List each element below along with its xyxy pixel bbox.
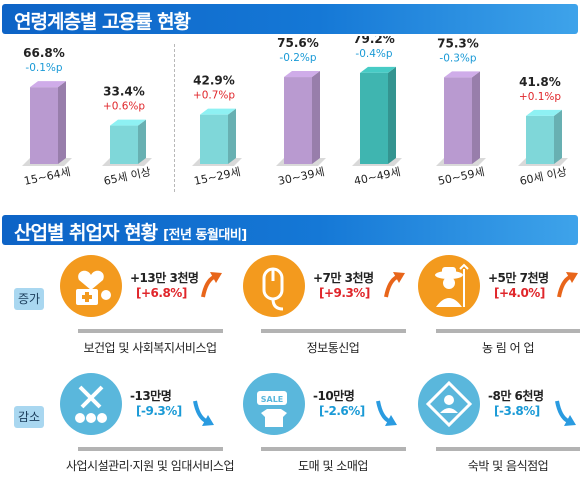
- up-arrow-icon: [201, 272, 222, 298]
- industry-change: +5만 7천명: [488, 271, 549, 285]
- industry-title-text: 산업별 취업자 현황: [14, 222, 158, 244]
- industry-name: 농 림 어 업: [481, 341, 535, 355]
- value-label-6: 41.8%: [519, 75, 561, 89]
- industry-header: 산업별 취업자 현황 [전년 동월대비]: [2, 215, 578, 245]
- group-divider: [174, 44, 175, 192]
- category-label-5: 50~59세: [437, 165, 486, 188]
- bar-top-3: [284, 71, 320, 78]
- bar-side-4: [388, 66, 396, 164]
- change-label-3: -0.2%p: [279, 52, 316, 64]
- industry-divider: [78, 329, 223, 333]
- change-label-5: -0.3%p: [439, 52, 476, 64]
- industry-divider: [78, 447, 223, 451]
- bar-3: [284, 77, 312, 164]
- value-label-5: 75.3%: [437, 36, 479, 50]
- industry-change: -8만 6천명: [488, 389, 544, 403]
- bar-4: [360, 72, 388, 164]
- industry-divider: [436, 447, 580, 451]
- sale-tag-icon: SALE: [243, 373, 305, 435]
- increase-label: 증가: [14, 288, 44, 310]
- bar-side-3: [312, 71, 320, 164]
- industry-pct: [+9.3%]: [319, 286, 370, 300]
- industry-pct: [-3.8%]: [494, 404, 540, 418]
- category-label-4: 40~49세: [353, 165, 402, 188]
- up-arrow-icon: [557, 272, 578, 298]
- industry-change: +13만 3천명: [130, 271, 199, 285]
- change-label-4: -0.4%p: [355, 48, 392, 60]
- industry-name: 숙박 및 음식점업: [467, 459, 549, 473]
- bar-top-2: [200, 108, 236, 115]
- industry-name: 도매 및 소매업: [298, 459, 368, 473]
- change-label-6: +0.1%p: [519, 91, 561, 103]
- value-label-1: 33.4%: [103, 85, 145, 99]
- bar-side-5: [472, 71, 480, 164]
- bar-2: [200, 114, 228, 164]
- value-label-0: 66.8%: [23, 46, 65, 60]
- industry-pct: [+6.8%]: [136, 286, 187, 300]
- bar-6: [526, 115, 554, 164]
- industry-divider: [261, 447, 406, 451]
- down-arrow-icon: [193, 400, 214, 426]
- mouse-icon: [243, 255, 305, 317]
- down-arrow-icon: [555, 400, 576, 426]
- bar-1: [110, 125, 138, 164]
- category-label-1: 65세 이상: [103, 165, 153, 188]
- value-label-3: 75.6%: [277, 36, 319, 50]
- category-label-2: 15~29세: [193, 165, 242, 188]
- industry-card-healthcare: +13만 3천명 [+6.8%] 보건업 및 사회복지서비스업: [60, 255, 230, 355]
- bar-top-5: [444, 71, 480, 78]
- industry-pct: [-2.6%]: [319, 404, 365, 418]
- value-label-2: 42.9%: [193, 74, 235, 88]
- down-arrow-icon: [376, 400, 397, 426]
- industry-pct: [+4.0%]: [494, 286, 545, 300]
- industry-pct: [-9.3%]: [136, 404, 182, 418]
- healthcare-icon: [60, 255, 122, 317]
- lodging-icon: [418, 373, 480, 435]
- industry-change: +7만 3천명: [313, 271, 374, 285]
- industry-name: 사업시설관리·지원 및 임대서비스업: [65, 459, 235, 473]
- age-group-header: 연령계층별 고용률 현황: [2, 4, 578, 34]
- industry-card-retail: SALE -10만명 [-2.6%] 도매 및 소매업: [243, 373, 413, 473]
- farmer-icon: [418, 255, 480, 317]
- bar-top-6: [526, 109, 562, 116]
- value-label-4: 79.2%: [353, 36, 395, 46]
- bar-5: [444, 77, 472, 164]
- tools-icon: [60, 373, 122, 435]
- industry-name: 보건업 및 사회복지서비스업: [83, 341, 217, 355]
- industry-divider: [261, 329, 406, 333]
- bar-side-6: [554, 109, 562, 164]
- bar-top-0: [30, 81, 66, 88]
- industry-subtitle: [전년 동월대비]: [163, 228, 247, 243]
- bar-top-4: [360, 66, 396, 73]
- industry-divider: [436, 329, 580, 333]
- change-label-2: +0.7%p: [193, 90, 235, 102]
- employment-rate-chart: 66.8% -0.1%p 15~64세 33.4% +0.6%p 65세 이상 42.9% +…: [22, 36, 569, 188]
- category-label-6: 60세 이상: [519, 165, 569, 188]
- up-arrow-icon: [384, 272, 405, 298]
- age-group-title: 연령계층별 고용률 현황: [14, 11, 191, 33]
- bar-side-0: [58, 81, 66, 164]
- bar-top-1: [110, 119, 146, 126]
- industry-card-facility: -13만명 [-9.3%] 사업시설관리·지원 및 임대서비스업: [60, 373, 235, 473]
- industry-title: 산업별 취업자 현황 [전년 동월대비]: [14, 218, 247, 245]
- change-label-0: -0.1%p: [25, 62, 62, 74]
- decrease-label: 감소: [14, 406, 44, 428]
- industry-card-ict: +7만 3천명 [+9.3%] 정보통신업: [243, 255, 413, 355]
- bar-side-1: [138, 119, 146, 164]
- bar-0: [30, 87, 58, 164]
- industry-change: -13만명: [130, 389, 172, 403]
- svg-text:SALE: SALE: [261, 395, 284, 404]
- bar-side-2: [228, 108, 236, 164]
- change-label-1: +0.6%p: [103, 101, 145, 113]
- industry-card-lodging: -8만 6천명 [-3.8%] 숙박 및 음식점업: [418, 373, 580, 473]
- industry-change: -10만명: [313, 389, 355, 403]
- industry-card-agriculture: +5만 7천명 [+4.0%] 농 림 어 업: [418, 255, 580, 355]
- category-label-3: 30~39세: [277, 165, 326, 188]
- industry-name: 정보통신업: [306, 341, 360, 355]
- category-label-0: 15~64세: [23, 165, 72, 188]
